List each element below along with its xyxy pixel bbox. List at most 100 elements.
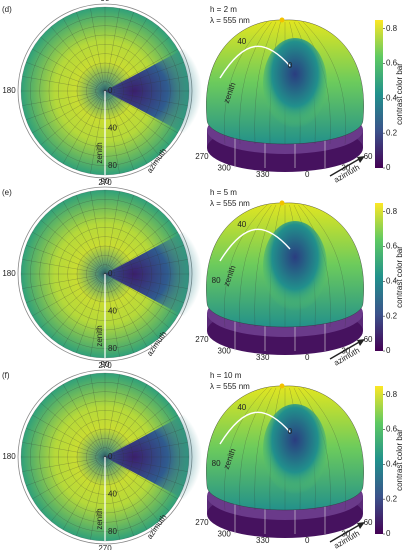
polar-spoke (32, 414, 106, 458)
polar-spoke (104, 456, 170, 512)
sun-marker (279, 383, 285, 389)
polar-spoke (62, 90, 106, 164)
surface-azimuth-tick-label: 30 (341, 346, 350, 355)
polar-spoke (62, 201, 106, 275)
azimuth-tick-label: 180 (2, 269, 16, 278)
zenith-tick-label: 0 (108, 269, 113, 278)
surface-azimuth-tick-label: 270 (195, 335, 209, 344)
azimuth-tick-label: 180 (2, 86, 16, 95)
sun-marker (279, 17, 285, 23)
colorbar-tick-label: 0.8 (386, 390, 398, 399)
zenith-title: zenith (95, 325, 104, 346)
colorbar-tick-label: 0.6 (386, 59, 398, 68)
colorbar (375, 20, 383, 168)
polar-spoke (104, 456, 120, 540)
polar-spoke (104, 90, 178, 134)
colorbar-title: contrast color bar (395, 63, 404, 125)
colorbar-title: contrast color bar (395, 429, 404, 491)
polar-spoke (32, 273, 106, 317)
polar-spoke (104, 273, 120, 357)
zenith-tick-label: 80 (108, 344, 117, 353)
colorbar-tick-label: 0.8 (386, 24, 398, 33)
zenith-tick-label: 80 (108, 527, 117, 536)
polar-spoke (32, 231, 106, 275)
zenith-tick-label: 40 (108, 306, 117, 315)
azimuth-tick-label: 270 (98, 178, 112, 187)
surface-zenith-tick-label: 0 (288, 427, 293, 436)
surface-zenith-tick-label: 40 (237, 403, 246, 412)
dome-mesh (239, 21, 272, 145)
panel-label: (d) (2, 5, 12, 14)
surface-azimuth-tick-label: 0 (305, 353, 310, 362)
zenith-tick-label: 40 (108, 123, 117, 132)
polar-spoke (104, 392, 160, 458)
polar-spoke (26, 245, 106, 275)
dome-mesh (224, 387, 268, 511)
azimuth-arrow (329, 523, 362, 543)
colorbar (375, 386, 383, 534)
panel-label: (f) (2, 371, 10, 380)
azimuth-tick-label: 90 (101, 177, 110, 186)
polar-spoke (90, 90, 106, 174)
dome-mesh (302, 21, 346, 145)
polar-spoke (104, 273, 178, 317)
dome-mesh (254, 21, 277, 145)
polar-spoke (26, 428, 106, 458)
dome-mesh (224, 204, 268, 328)
polar-spoke (40, 402, 106, 458)
colorbar-tick-label: 0.6 (386, 242, 398, 251)
polar-spoke (104, 456, 184, 486)
polar-spoke (40, 456, 106, 512)
panel-label: (e) (2, 188, 12, 197)
zenith-tick-label: 80 (108, 161, 117, 170)
surface-zenith-tick-label: 80 (212, 459, 221, 468)
polar-spoke (104, 8, 120, 92)
polar-spoke (22, 456, 106, 472)
polar-spoke (104, 456, 188, 472)
dome-valley (263, 221, 327, 311)
sun-marker (279, 200, 285, 206)
wavelength-label: λ = 555 nm (210, 16, 250, 25)
polar-spoke (26, 456, 106, 486)
polar-spoke (104, 273, 134, 353)
polar-spoke (76, 90, 106, 170)
polar-spoke (104, 219, 170, 275)
azimuth-tick-label: 270 (98, 361, 112, 370)
colorbar-tick-label: 0.4 (386, 93, 398, 102)
colorbar-tick-label: 0.4 (386, 276, 398, 285)
polar-spoke (104, 62, 184, 92)
polar-spoke (62, 384, 106, 458)
height-label: h = 5 m (210, 188, 237, 197)
polar-spoke (50, 26, 106, 92)
surface-azimuth-tick-label: 300 (218, 529, 232, 538)
polar-spoke (40, 273, 106, 329)
polar-spoke (104, 18, 148, 92)
polar-spoke (104, 76, 188, 92)
zenith-curve (219, 411, 291, 445)
polar-spoke (104, 273, 184, 303)
colorbar-tick-label: 0.2 (386, 311, 398, 320)
dome-valley (263, 404, 327, 494)
zenith-curve (219, 45, 291, 79)
azimuth-tick-label: 90 (101, 0, 110, 3)
dome-mesh (224, 21, 268, 145)
zenith-tick-label: 40 (108, 489, 117, 498)
polar-spoke (50, 273, 106, 339)
polar-spoke (104, 456, 160, 522)
polar-spoke (76, 195, 106, 275)
polar-spoke (40, 90, 106, 146)
polar-spoke (26, 62, 106, 92)
surface-azimuth-tick-label: 0 (305, 170, 310, 179)
dome-valley (263, 38, 327, 128)
azimuth-tick-label: 90 (101, 360, 110, 369)
polar-spoke (104, 259, 188, 275)
polar-spoke (104, 456, 178, 500)
polar-spoke (104, 12, 134, 92)
azimuth-arrowhead (357, 339, 365, 346)
polar-spoke (104, 384, 148, 458)
polar-spoke (104, 90, 148, 164)
surface-azimuth-tick-label: 300 (218, 346, 232, 355)
polar-spoke (50, 392, 106, 458)
polar-spoke (104, 195, 134, 275)
